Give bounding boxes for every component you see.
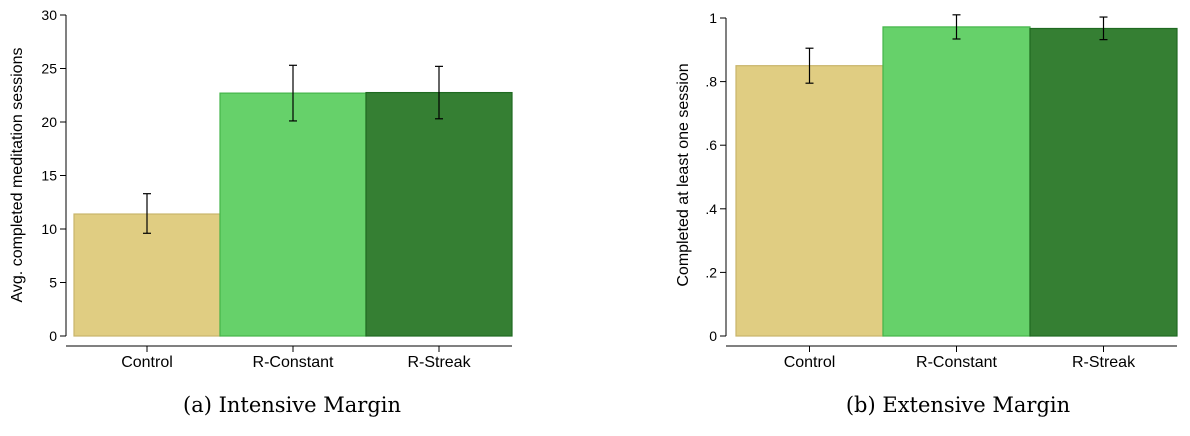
bar-control (735, 65, 884, 337)
panel-caption: (b) Extensive Margin (846, 393, 1070, 417)
error-bar-r-constant (289, 64, 297, 122)
y-tick-label: 10 (41, 221, 57, 237)
x-tick-label: R-Constant (253, 354, 334, 371)
y-tick-label: 20 (41, 114, 57, 130)
y-tick-label: 5 (49, 275, 57, 291)
y-tick-label: 25 (41, 61, 57, 77)
y-axis-title: Completed at least one session (675, 63, 692, 286)
panel-caption: (a) Intensive Margin (183, 393, 401, 417)
y-tick-label: 30 (41, 7, 57, 23)
error-bar-control (143, 193, 151, 234)
x-tick-label: R-Constant (916, 354, 997, 371)
error-bar-r-streak (435, 65, 443, 120)
error-bar-r-constant (952, 14, 961, 40)
x-tick-label: R-Streak (1072, 354, 1136, 371)
y-tick-label: .6 (705, 137, 717, 153)
y-tick-label: .4 (705, 201, 717, 217)
y-tick-label: .8 (705, 74, 717, 90)
y-tick-label: 0 (709, 328, 717, 344)
bar-r-streak (365, 91, 513, 337)
bar-r-constant (882, 26, 1031, 337)
panel-extensive-margin: Completed at least one session (b) Exten… (675, 10, 1178, 417)
y-tick-label: 1 (709, 10, 717, 26)
error-bar-control (805, 47, 814, 84)
bar-control (73, 213, 221, 337)
x-tick-label: Control (784, 354, 836, 371)
y-axis-title: Avg. completed meditation sessions (9, 48, 26, 303)
y-tick-label: .2 (705, 264, 717, 280)
bar-r-streak (1029, 27, 1178, 337)
error-bar-r-streak (1099, 16, 1108, 41)
x-tick-label: Control (121, 354, 173, 371)
bar-r-constant (219, 92, 367, 337)
x-tick-label: R-Streak (407, 354, 471, 371)
y-tick-label: 15 (41, 168, 57, 184)
panel-intensive-margin: Avg. completed meditation sessions (a) I… (9, 7, 513, 417)
y-tick-label: 0 (49, 328, 57, 344)
